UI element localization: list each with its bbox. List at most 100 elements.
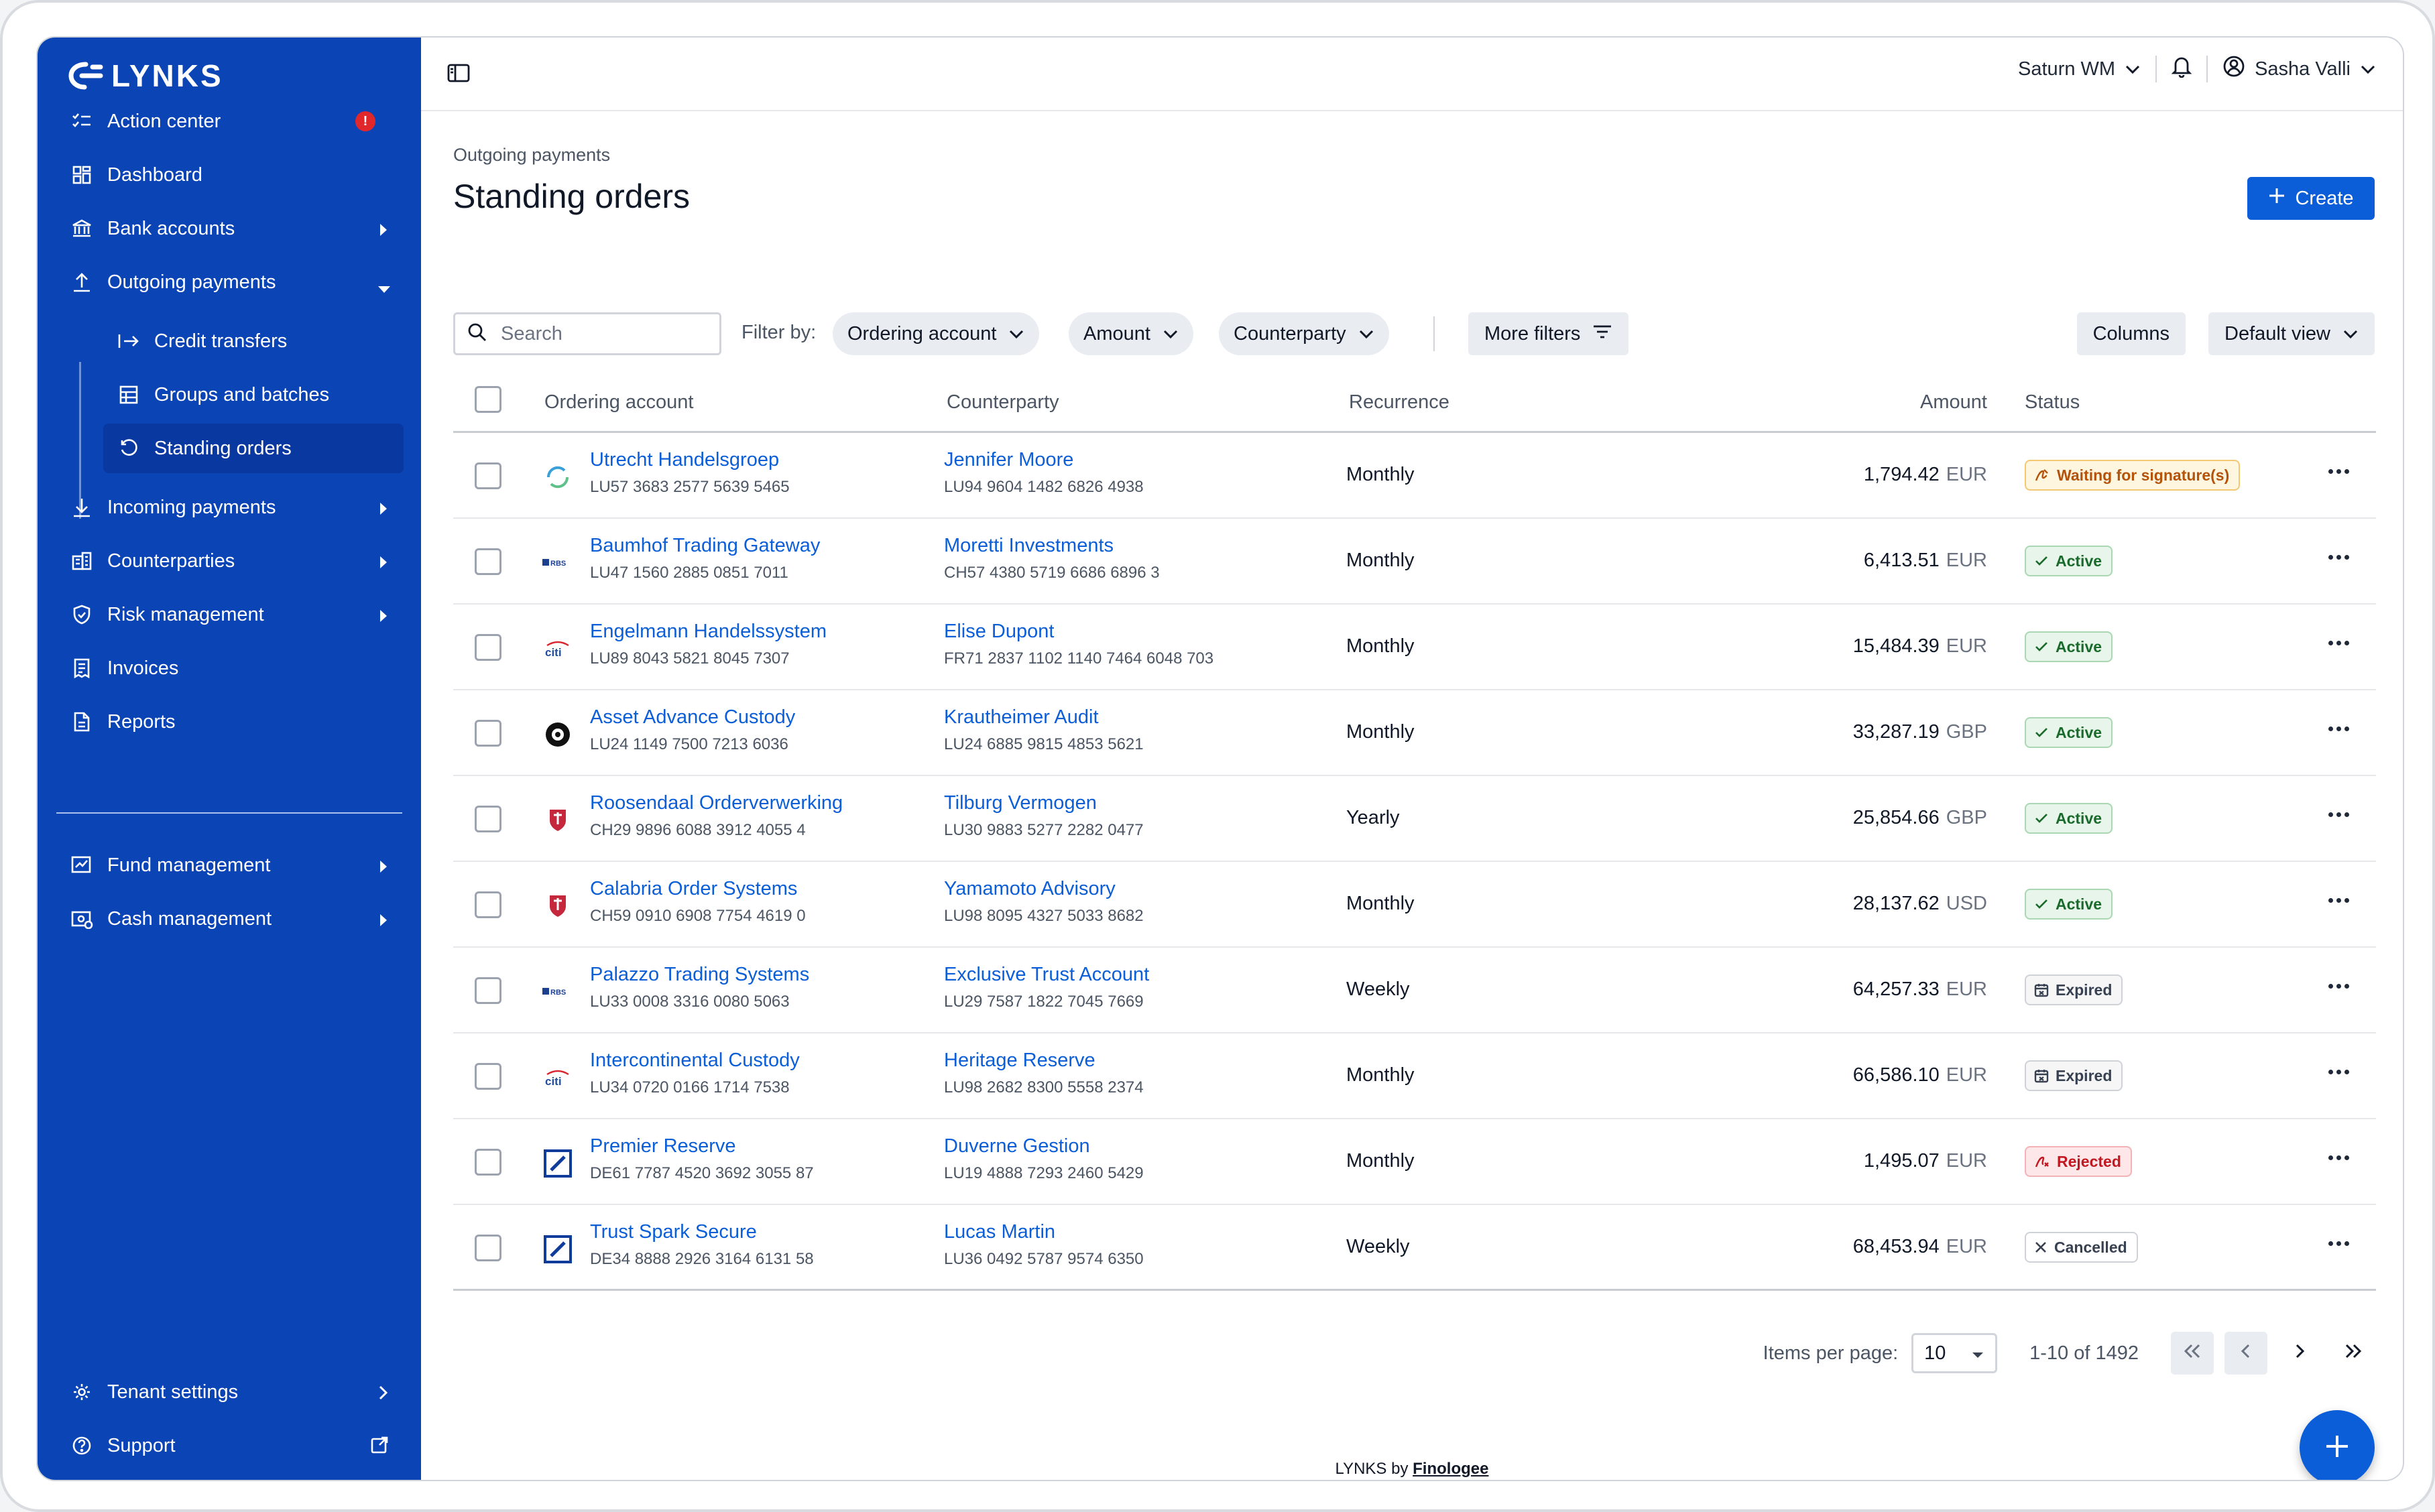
row-actions-menu-icon[interactable] (2328, 1070, 2349, 1074)
previous-page-button[interactable] (2224, 1332, 2267, 1375)
filter-ordering-account[interactable]: Ordering account (833, 312, 1040, 355)
row-actions-menu-icon[interactable] (2328, 555, 2349, 560)
column-header-status[interactable]: Status (2025, 391, 2080, 413)
counterparty-link[interactable]: Jennifer Moore (944, 449, 1074, 470)
sidebar-item-dashboard[interactable]: Dashboard (56, 150, 404, 200)
table-row[interactable]: Asset Advance Custody LU24 1149 7500 721… (453, 690, 2376, 776)
ordering-account-link[interactable]: Trust Spark Secure (590, 1221, 757, 1243)
counterparty-link[interactable]: Krautheimer Audit (944, 706, 1099, 728)
sidebar-item-groups-and-batches[interactable]: Groups and batches (103, 370, 404, 420)
row-checkbox[interactable] (475, 1235, 501, 1261)
row-actions-menu-icon[interactable] (2328, 812, 2349, 817)
table-row[interactable]: Calabria Order Systems CH59 0910 6908 77… (453, 862, 2376, 948)
amount-value: 15,484.39 (1852, 635, 1940, 657)
sidebar-item-invoices[interactable]: Invoices (56, 643, 404, 693)
row-actions-menu-icon[interactable] (2328, 1155, 2349, 1160)
counterparty-link[interactable]: Elise Dupont (944, 621, 1055, 642)
sidebar-item-outgoing-payments[interactable]: Outgoing payments (56, 257, 404, 307)
sidebar-item-action-center[interactable]: Action center ! (56, 97, 404, 146)
bell-icon[interactable] (2171, 55, 2192, 83)
sidebar-item-tenant-settings[interactable]: Tenant settings (56, 1367, 404, 1417)
ordering-account-link[interactable]: Roosendaal Orderverwerking (590, 792, 843, 814)
search-input[interactable] (501, 322, 702, 345)
row-checkbox[interactable] (475, 891, 501, 918)
counterparty-link[interactable]: Heritage Reserve (944, 1050, 1095, 1071)
columns-label: Columns (2092, 322, 2170, 344)
search-field[interactable] (453, 312, 721, 355)
row-checkbox[interactable] (475, 548, 501, 575)
column-header-recurrence[interactable]: Recurrence (1349, 391, 1449, 413)
sidebar-item-credit-transfers[interactable]: Credit transfers (103, 316, 404, 366)
table-row[interactable]: Roosendaal Orderverwerking CH29 9896 608… (453, 776, 2376, 862)
sidebar-item-bank-accounts[interactable]: Bank accounts (56, 204, 404, 253)
items-per-page-select[interactable]: 10 (1911, 1333, 1998, 1373)
sidebar-item-support[interactable]: Support (56, 1421, 404, 1470)
page-range: 1-10 of 1492 (2029, 1342, 2139, 1364)
ordering-account-link[interactable]: Baumhof Trading Gateway (590, 535, 821, 556)
ordering-account-link[interactable]: Engelmann Handelssystem (590, 621, 827, 642)
counterparty-link[interactable]: Duverne Gestion (944, 1135, 1090, 1157)
filter-amount[interactable]: Amount (1069, 312, 1193, 355)
table-row[interactable]: RBS Palazzo Trading Systems LU33 0008 33… (453, 948, 2376, 1033)
row-actions-menu-icon[interactable] (2328, 984, 2349, 989)
view-selector[interactable]: Default view (2208, 312, 2375, 355)
more-filters-button[interactable]: More filters (1468, 312, 1629, 355)
counterparty-cell: Lucas Martin LU36 0492 5787 9574 6350 (944, 1221, 1144, 1269)
sidebar-item-risk-management[interactable]: Risk management (56, 590, 404, 639)
user-menu[interactable]: Sasha Valli (2222, 55, 2376, 83)
counterparty-link[interactable]: Yamamoto Advisory (944, 878, 1116, 899)
column-header-amount[interactable]: Amount (1920, 391, 1987, 413)
row-checkbox[interactable] (475, 1149, 501, 1176)
column-header-ordering-account[interactable]: Ordering account (544, 391, 694, 413)
row-actions-menu-icon[interactable] (2328, 1241, 2349, 1246)
columns-button[interactable]: Columns (2076, 312, 2186, 355)
ordering-account-link[interactable]: Asset Advance Custody (590, 706, 796, 728)
ordering-account-link[interactable]: Calabria Order Systems (590, 878, 798, 899)
logo[interactable]: LYNKS (67, 58, 223, 94)
table-row[interactable]: Premier Reserve DE61 7787 4520 3692 3055… (453, 1119, 2376, 1205)
floating-add-button[interactable] (2300, 1410, 2375, 1480)
counterparty-link[interactable]: Exclusive Trust Account (944, 964, 1150, 985)
row-checkbox[interactable] (475, 806, 501, 832)
first-page-button[interactable] (2171, 1332, 2214, 1375)
table-row[interactable]: Utrecht Handelsgroep LU57 3683 2577 5639… (453, 433, 2376, 519)
table-row[interactable]: Trust Spark Secure DE34 8888 2926 3164 6… (453, 1205, 2376, 1291)
table-row[interactable]: RBS Baumhof Trading Gateway LU47 1560 28… (453, 519, 2376, 605)
row-checkbox[interactable] (475, 977, 501, 1004)
row-checkbox[interactable] (475, 1063, 501, 1090)
row-actions-menu-icon[interactable] (2328, 727, 2349, 731)
ordering-account-link[interactable]: Palazzo Trading Systems (590, 964, 810, 985)
caret-right-icon (378, 911, 389, 933)
column-header-counterparty[interactable]: Counterparty (947, 391, 1059, 413)
ordering-account-link[interactable]: Premier Reserve (590, 1135, 736, 1157)
sidebar-item-fund-management[interactable]: Fund management (56, 840, 404, 890)
counterparty-link[interactable]: Lucas Martin (944, 1221, 1056, 1243)
counterparty-link[interactable]: Moretti Investments (944, 535, 1114, 556)
table-row[interactable]: citi Intercontinental Custody LU34 0720 … (453, 1033, 2376, 1119)
breadcrumb[interactable]: Outgoing payments (453, 145, 611, 165)
tenant-selector[interactable]: Saturn WM (2018, 58, 2141, 80)
table-row[interactable]: citi Engelmann Handelssystem LU89 8043 5… (453, 605, 2376, 690)
last-page-button[interactable] (2332, 1332, 2375, 1375)
sidebar-item-cash-management[interactable]: Cash management (56, 894, 404, 944)
ordering-account-link[interactable]: Utrecht Handelsgroep (590, 449, 780, 470)
ordering-account-link[interactable]: Intercontinental Custody (590, 1050, 800, 1071)
row-checkbox[interactable] (475, 462, 501, 489)
filter-counterparty[interactable]: Counterparty (1219, 312, 1389, 355)
row-actions-menu-icon[interactable] (2328, 898, 2349, 903)
select-all-checkbox[interactable] (475, 386, 501, 413)
sidebar-toggle-icon[interactable] (447, 63, 471, 86)
sidebar-item-counterparties[interactable]: Counterparties (56, 536, 404, 586)
row-actions-menu-icon[interactable] (2328, 469, 2349, 474)
row-checkbox[interactable] (475, 720, 501, 747)
next-page-button[interactable] (2278, 1332, 2321, 1375)
sidebar-item-standing-orders[interactable]: Standing orders (103, 424, 404, 473)
row-checkbox[interactable] (475, 634, 501, 661)
sidebar-item-reports[interactable]: Reports (56, 697, 404, 747)
sidebar-item-incoming-payments[interactable]: Incoming payments (56, 483, 404, 532)
sidebar-item-label: Invoices (107, 657, 179, 679)
counterparty-link[interactable]: Tilburg Vermogen (944, 792, 1097, 814)
create-button[interactable]: Create (2247, 177, 2375, 220)
footer-brand-link[interactable]: Finologee (1413, 1460, 1489, 1478)
row-actions-menu-icon[interactable] (2328, 641, 2349, 645)
